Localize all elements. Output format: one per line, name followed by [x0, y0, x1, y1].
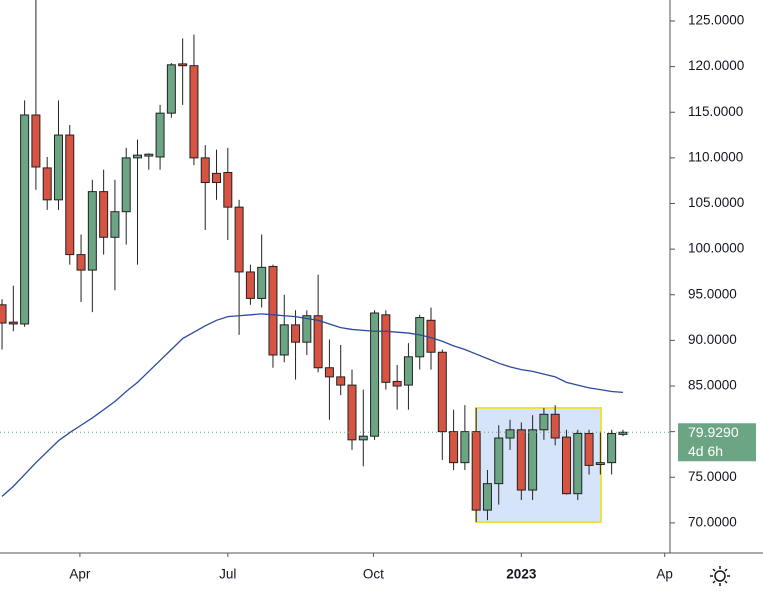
candle-body: [0, 304, 7, 324]
candle-body: [482, 483, 492, 511]
candle-body: [268, 265, 278, 356]
candle-body: [595, 462, 605, 465]
candle-body: [370, 312, 380, 437]
x-tick-label: 2023: [506, 567, 537, 582]
candle-body: [20, 114, 30, 325]
candle-body: [200, 157, 210, 184]
x-tick-label: Jul: [219, 567, 236, 582]
candle-body: [516, 429, 526, 491]
x-tick-label: Ap: [656, 567, 673, 582]
candle-body: [223, 171, 233, 208]
candle-body: [8, 321, 18, 325]
candle-body: [302, 315, 312, 343]
y-tick-label: 115.0000: [688, 104, 743, 119]
candle-body: [505, 429, 515, 439]
candle-body: [257, 266, 267, 299]
candle-body: [324, 367, 334, 378]
candle-body: [539, 413, 549, 431]
candle-body: [415, 317, 425, 358]
x-tick-label: Oct: [363, 567, 384, 582]
candle-body: [279, 324, 289, 356]
candle-body: [494, 437, 504, 485]
candle-body: [189, 65, 199, 159]
candle-body: [561, 436, 571, 495]
candle-body: [132, 154, 142, 159]
last-price-box: [678, 423, 756, 462]
candle-body: [437, 351, 447, 433]
countdown-label: 4d 6h: [688, 443, 723, 459]
candle-body: [166, 64, 176, 114]
moving-average: [1, 313, 623, 497]
last-price-label: 79.9290: [688, 424, 739, 440]
candle-body: [234, 206, 244, 273]
x-tick-label: Apr: [69, 567, 91, 582]
candle-body: [144, 153, 154, 157]
y-tick-label: 120.0000: [688, 58, 744, 73]
candle-body: [42, 167, 52, 201]
candle-body: [573, 432, 583, 495]
candle-body: [76, 254, 86, 271]
candle-body: [336, 376, 346, 386]
candle-body: [449, 431, 459, 464]
y-tick-label: 125.0000: [688, 13, 744, 28]
candle-body: [212, 172, 222, 184]
y-tick-label: 70.0000: [688, 514, 737, 529]
candle-body: [110, 211, 120, 238]
candle-body: [460, 431, 470, 464]
candle-body: [53, 134, 63, 201]
candle-body: [618, 431, 628, 435]
candle-body: [426, 319, 436, 353]
y-tick-label: 75.0000: [688, 469, 737, 484]
candle-body: [528, 429, 538, 491]
y-tick-label: 85.0000: [688, 378, 737, 393]
candle-body: [358, 435, 368, 441]
candle-body: [313, 315, 323, 369]
candle-body: [347, 384, 357, 441]
y-tick-label: 110.0000: [688, 149, 743, 164]
y-tick-label: 90.0000: [688, 332, 737, 347]
candle-body: [87, 191, 97, 271]
candle-body: [392, 380, 402, 387]
candle-body: [121, 157, 131, 213]
candle-body: [403, 356, 413, 386]
candle-body: [245, 271, 255, 299]
settings-icon[interactable]: [710, 566, 730, 586]
candle-body: [31, 114, 41, 168]
candle-body: [471, 431, 481, 511]
candle-body: [65, 134, 75, 256]
candle-body: [550, 413, 560, 439]
candle-body: [99, 191, 109, 238]
candle-body: [178, 63, 188, 67]
candle-body: [381, 314, 391, 383]
candle-body: [155, 112, 165, 158]
y-tick-label: 100.0000: [688, 241, 744, 256]
y-tick-label: 105.0000: [688, 195, 744, 210]
candle-body: [607, 432, 617, 464]
candle-body: [291, 324, 301, 343]
y-tick-label: 95.0000: [688, 286, 737, 301]
candle-body: [584, 432, 594, 466]
